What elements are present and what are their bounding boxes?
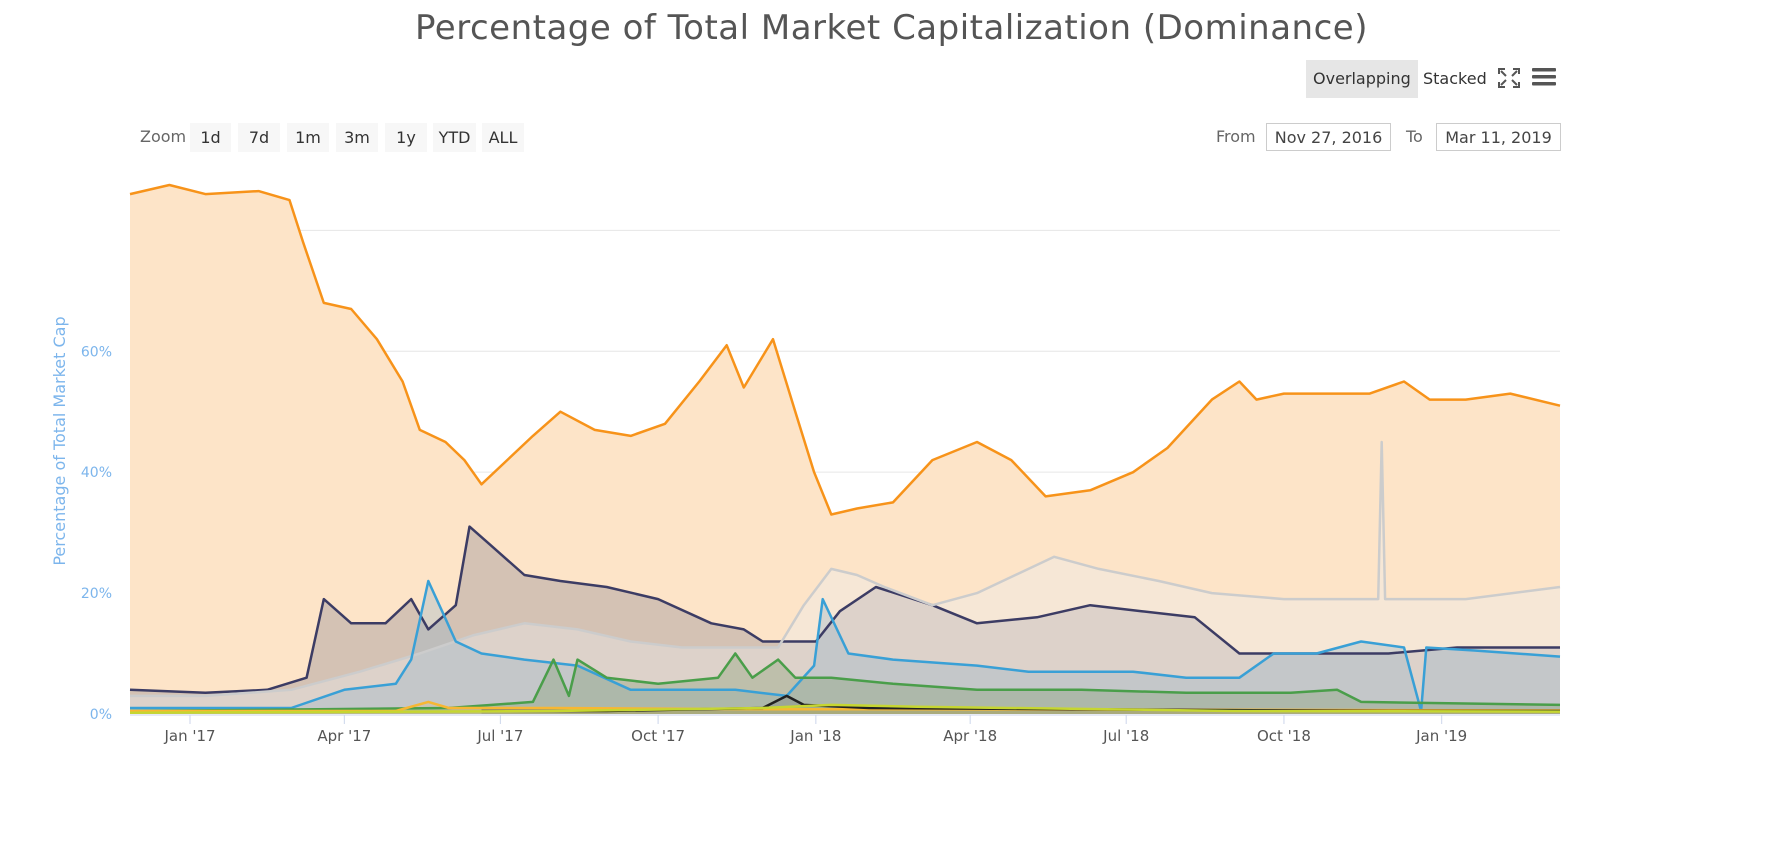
- series-3-line: [130, 579, 1561, 713]
- chart-title: Percentage of Total Market Capitalizatio…: [415, 8, 1368, 48]
- x-tick-label: Jan '19: [1415, 727, 1467, 745]
- series-4-line: [129, 652, 1561, 713]
- y-tick-label: 40%: [81, 465, 112, 481]
- zoom-ytd-button[interactable]: YTD: [433, 123, 476, 152]
- y-tick-label: 60%: [81, 344, 112, 360]
- series-1-line: [129, 525, 1560, 695]
- zoom-3m-button[interactable]: 3m: [336, 123, 378, 152]
- zoom-label: Zoom: [140, 127, 187, 146]
- x-tick-label: Apr '18: [943, 727, 997, 745]
- series-0-line: [129, 183, 1561, 516]
- series-0-area: [130, 185, 1560, 714]
- to-date-input[interactable]: Mar 11, 2019: [1436, 123, 1561, 151]
- series-4-area: [130, 653, 1560, 714]
- x-tick-label: Jan '17: [163, 727, 215, 745]
- x-tick-label: Jan '18: [789, 727, 841, 745]
- series-2-line: [130, 440, 1561, 698]
- y-tick-label: 0%: [90, 707, 112, 723]
- x-tick-label: Oct '17: [631, 727, 685, 745]
- x-tick-label: Jul '17: [476, 727, 523, 745]
- series-1-area: [130, 526, 1560, 714]
- overlapping-toggle-button[interactable]: Overlapping: [1306, 60, 1418, 98]
- zoom-all-button[interactable]: ALL: [482, 123, 524, 152]
- from-label: From: [1216, 127, 1256, 146]
- zoom-1m-button[interactable]: 1m: [287, 123, 329, 152]
- y-tick-label: 20%: [81, 586, 112, 602]
- zoom-1y-button[interactable]: 1y: [385, 123, 427, 152]
- zoom-1d-button[interactable]: 1d: [190, 123, 231, 152]
- stacked-toggle-button[interactable]: Stacked: [1423, 69, 1487, 88]
- y-axis-title: Percentage of Total Market Cap: [50, 316, 69, 565]
- menu-icon[interactable]: [1532, 66, 1556, 88]
- x-tick-label: Oct '18: [1257, 727, 1311, 745]
- x-tick-label: Jul '18: [1102, 727, 1149, 745]
- x-tick-label: Apr '17: [317, 727, 371, 745]
- zoom-7d-button[interactable]: 7d: [238, 123, 280, 152]
- fullscreen-icon[interactable]: [1498, 68, 1520, 88]
- from-date-input[interactable]: Nov 27, 2016: [1266, 123, 1391, 151]
- series-7-line: [129, 703, 1561, 715]
- series-2-area: [130, 442, 1560, 714]
- to-label: To: [1406, 127, 1423, 146]
